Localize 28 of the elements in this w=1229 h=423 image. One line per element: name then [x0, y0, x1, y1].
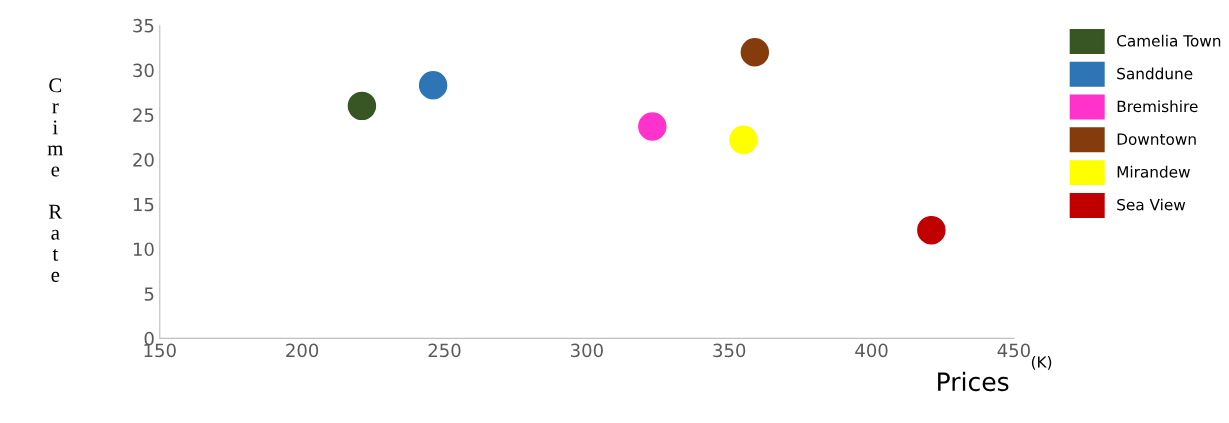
- point: [917, 215, 946, 245]
- x-tick-label: 400: [855, 343, 888, 358]
- legend-label: Mirandew: [1117, 165, 1190, 178]
- x-tick-label: 250: [428, 343, 461, 358]
- legend-label: Camelia Town: [1117, 34, 1221, 47]
- y-tick-label: 30: [133, 63, 154, 78]
- x-tick-label: 450: [997, 343, 1030, 358]
- y-tick-label: 10: [133, 242, 154, 257]
- point: [638, 112, 667, 141]
- point: [418, 71, 448, 100]
- legend-label: Sanddune: [1117, 67, 1193, 80]
- x-axis-title: Prices: [938, 371, 1009, 392]
- y-tick-label: 5: [144, 287, 154, 301]
- y-tick-label: 20: [133, 152, 154, 167]
- point: [729, 125, 758, 155]
- y-tick-label: 15: [133, 197, 154, 212]
- x-tick-label: 200: [286, 343, 319, 358]
- text: (K): [1031, 356, 1052, 370]
- y-tick-label: 35: [133, 18, 154, 33]
- y-tick-label: 25: [133, 108, 154, 122]
- legend-label: Bremishire: [1117, 100, 1198, 113]
- point: [347, 91, 377, 121]
- text: Crime Rate: [47, 78, 64, 282]
- x-tick-label: 350: [713, 343, 746, 358]
- point: [740, 37, 770, 67]
- legend-label: Sea View: [1117, 198, 1186, 211]
- x-tick-label: 300: [570, 343, 603, 358]
- legend-label: Downtown: [1117, 133, 1196, 145]
